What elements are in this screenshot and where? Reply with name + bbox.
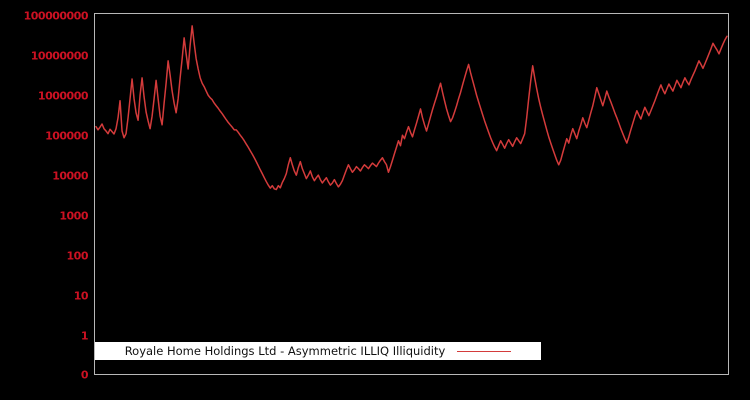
y-tick-label: 1 xyxy=(80,329,89,343)
y-tick-label: 10000 xyxy=(52,169,88,183)
y-tick-label: 0 xyxy=(80,368,89,382)
y-tick-label: 100000 xyxy=(45,129,88,143)
chart-legend: Royale Home Holdings Ltd - Asymmetric IL… xyxy=(95,342,541,360)
y-tick-label: 100 xyxy=(66,249,89,263)
y-tick-label: 100000000 xyxy=(23,9,89,23)
y-tick-label: 1000 xyxy=(59,209,88,223)
y-tick-label: 10 xyxy=(73,289,89,303)
plot-area xyxy=(94,13,729,375)
y-axis-tick-labels: 100000000 10000000 1000000 100000 10000 … xyxy=(0,0,89,400)
legend-label: Royale Home Holdings Ltd - Asymmetric IL… xyxy=(124,344,446,358)
y-tick-label: 1000000 xyxy=(37,89,89,103)
legend-line-swatch xyxy=(457,350,512,352)
y-tick-label: 10000000 xyxy=(30,49,89,63)
series-line-illiq xyxy=(95,25,728,191)
